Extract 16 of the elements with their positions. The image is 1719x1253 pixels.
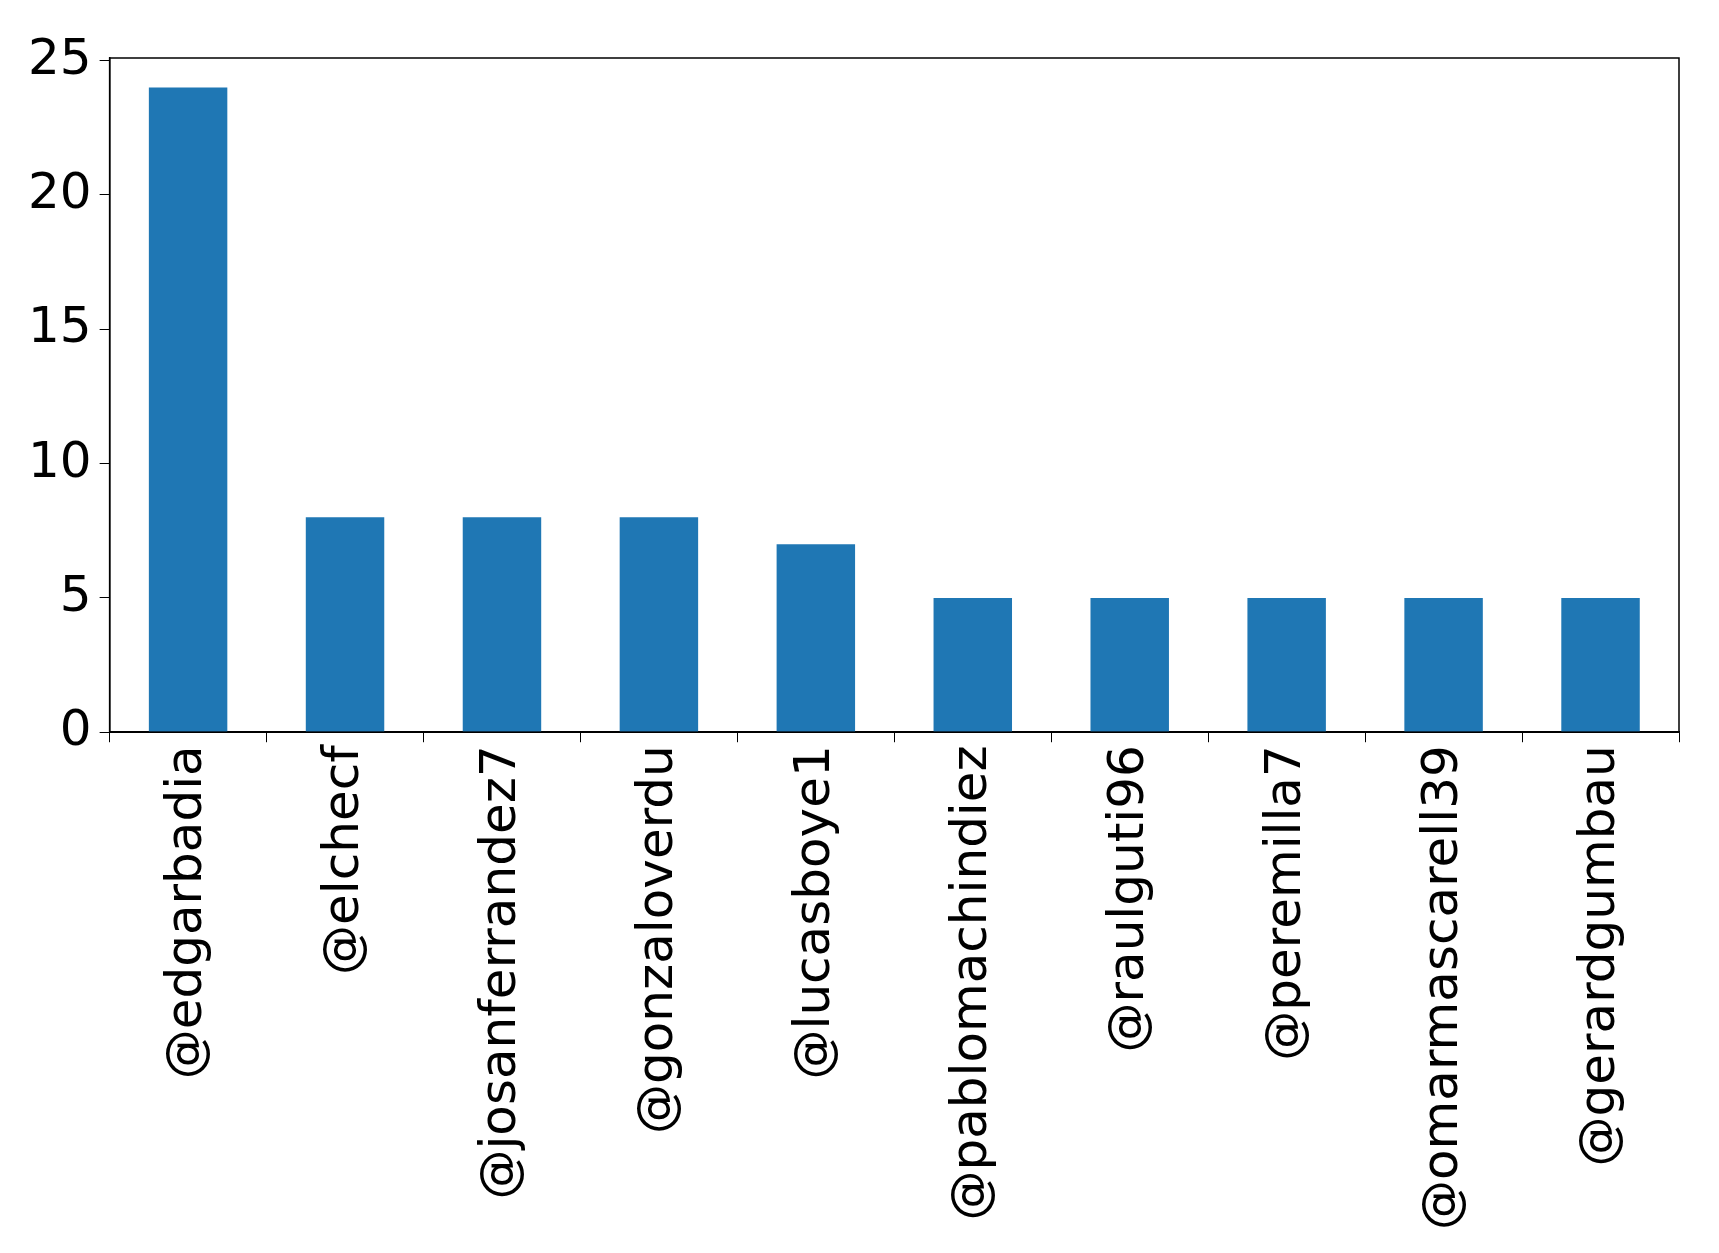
y-tick-label: 15 [28, 296, 92, 355]
y-tick-label: 25 [28, 27, 92, 86]
x-tick-label: @gerardgumbau [1567, 745, 1626, 1167]
x-tick-label: @gonzaloverdu [625, 745, 684, 1135]
x-tick-label: @omarmascarell39 [1410, 745, 1469, 1230]
x-tick-label: @lucasboye1 [782, 745, 841, 1080]
y-tick-label: 0 [59, 699, 92, 758]
x-tick-label: @pablomachindiez [939, 745, 998, 1221]
y-tick-label: 20 [28, 161, 92, 220]
x-tick-label: @edgarbadia [155, 745, 214, 1080]
x-tick-label: @elchecf [312, 743, 371, 975]
y-tick-label: 10 [28, 430, 92, 489]
y-tick-label: 5 [59, 564, 92, 623]
x-tick-label: @peremilla7 [1253, 745, 1312, 1061]
x-tick-label: @raulguti96 [1096, 745, 1155, 1053]
x-tick-label: @josanferrandez7 [468, 745, 527, 1200]
